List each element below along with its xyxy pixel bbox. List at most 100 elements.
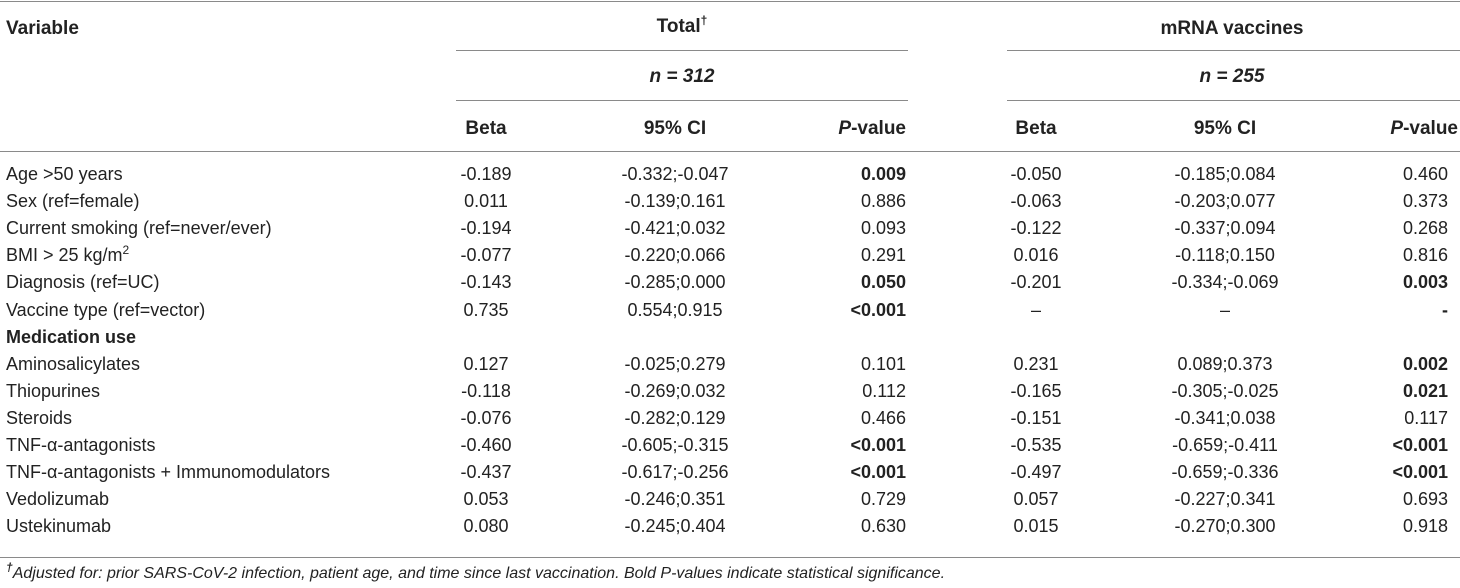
- group-rule-total-2: [456, 100, 908, 101]
- cell-beta-mrna: -0.050: [1010, 164, 1062, 184]
- cell-ci-mrna: -0.659;-0.411: [1172, 435, 1278, 455]
- col-ci-total: 95% CI: [643, 118, 707, 139]
- cell-p-total: <0.001: [850, 435, 906, 455]
- row-label: TNF-α-antagonists: [6, 435, 156, 455]
- cell-ci-mrna: -0.659;-0.336: [1171, 462, 1279, 482]
- cell-beta-mrna: -0.063: [1010, 191, 1062, 211]
- row-label-superscript: 2: [122, 243, 130, 257]
- row-label: Ustekinumab: [6, 516, 112, 536]
- cell-beta-mrna: -0.497: [1010, 462, 1062, 482]
- cell-p-mrna: 0.373: [1402, 191, 1448, 211]
- cell-p-mrna: 0.002: [1402, 354, 1448, 374]
- cell-ci-mrna: -0.334;-0.069: [1171, 272, 1279, 292]
- cell-beta-total: -0.118: [461, 381, 511, 401]
- col-p-mrna: P-value: [1390, 118, 1458, 139]
- cell-beta-total: -0.076: [460, 408, 512, 428]
- n-label-mrna: n = 255: [1199, 66, 1265, 87]
- cell-p-total: 0.466: [860, 408, 906, 428]
- cell-p-total: 0.101: [860, 354, 906, 374]
- group-title-mrna: mRNA vaccines: [1160, 18, 1304, 39]
- cell-ci-mrna: -0.203;0.077: [1174, 191, 1276, 211]
- cell-p-total: <0.001: [850, 300, 906, 320]
- cell-p-total: 0.886: [860, 191, 906, 211]
- cell-ci-total: -0.421;0.032: [624, 218, 726, 238]
- group-rule-mrna-2: [1007, 100, 1460, 101]
- cell-ci-mrna: -0.305;-0.025: [1171, 381, 1279, 401]
- cell-ci-total: -0.269;0.032: [624, 381, 726, 401]
- cell-p-total: 0.009: [860, 164, 906, 184]
- cell-beta-total: -0.077: [460, 245, 512, 265]
- cell-p-mrna: <0.001: [1392, 435, 1448, 455]
- cell-p-total: 0.112: [862, 381, 906, 401]
- cell-p-mrna: 0.460: [1402, 164, 1448, 184]
- cell-p-mrna: 0.003: [1402, 272, 1448, 292]
- cell-p-total: 0.291: [860, 245, 906, 265]
- cell-beta-total: -0.143: [460, 272, 512, 292]
- col-ci-mrna: 95% CI: [1193, 118, 1257, 139]
- table-top-rule: [0, 1, 1460, 2]
- table-footnote: †Adjusted for: prior SARS-CoV-2 infectio…: [6, 562, 946, 582]
- cell-beta-mrna: –: [1030, 300, 1041, 320]
- n-label-total: n = 312: [649, 66, 715, 87]
- cell-beta-mrna: 0.015: [1013, 516, 1059, 536]
- row-label: Steroids: [6, 408, 73, 428]
- cell-ci-total: -0.246;0.351: [624, 489, 726, 509]
- cell-beta-mrna: 0.057: [1013, 489, 1059, 509]
- cell-beta-total: 0.127: [463, 354, 509, 374]
- cell-beta-total: 0.011: [464, 191, 508, 211]
- cell-ci-mrna: -0.337;0.094: [1174, 218, 1276, 238]
- cell-p-mrna: 0.117: [1404, 408, 1448, 428]
- cell-p-mrna: 0.816: [1402, 245, 1448, 265]
- cell-beta-total: 0.053: [463, 489, 509, 509]
- cell-p-total: 0.093: [860, 218, 906, 238]
- cell-ci-total: -0.605;-0.315: [621, 435, 729, 455]
- group-title-total-text: Total: [656, 16, 701, 37]
- cell-ci-total: -0.332;-0.047: [621, 164, 729, 184]
- header-bottom-rule: [0, 151, 1460, 152]
- row-label: Diagnosis (ref=UC): [6, 272, 160, 292]
- variable-header: Variable: [6, 18, 79, 39]
- cell-p-mrna: <0.001: [1392, 462, 1448, 482]
- cell-beta-total: 0.080: [463, 516, 509, 536]
- col-beta-mrna: Beta: [1015, 118, 1057, 139]
- cell-beta-mrna: 0.016: [1013, 245, 1059, 265]
- cell-p-mrna: 0.693: [1402, 489, 1448, 509]
- footnote-text: Adjusted for: prior SARS-CoV-2 infection…: [12, 565, 946, 582]
- cell-ci-total: 0.554;0.915: [627, 300, 723, 320]
- cell-ci-total: -0.285;0.000: [624, 272, 726, 292]
- row-label: BMI > 25 kg/m2: [6, 243, 130, 265]
- cell-ci-total: -0.025;0.279: [624, 354, 726, 374]
- cell-beta-mrna: -0.151: [1010, 408, 1062, 428]
- cell-ci-mrna: -0.341;0.038: [1174, 408, 1276, 428]
- cell-p-total: 0.729: [860, 489, 906, 509]
- cell-ci-total: -0.282;0.129: [624, 408, 726, 428]
- cell-p-mrna: 0.021: [1402, 381, 1448, 401]
- cell-p-total: 0.050: [860, 272, 906, 292]
- cell-beta-mrna: 0.231: [1013, 354, 1059, 374]
- group-title-total: Total†: [456, 13, 908, 37]
- cell-p-mrna: 0.918: [1402, 516, 1448, 536]
- cell-ci-total: -0.245;0.404: [624, 516, 726, 536]
- cell-p-total: 0.630: [860, 516, 906, 536]
- cell-p-total: <0.001: [850, 462, 906, 482]
- cell-beta-mrna: -0.122: [1010, 218, 1062, 238]
- cell-ci-mrna: -0.185;0.084: [1174, 164, 1276, 184]
- table-bottom-rule: [0, 557, 1460, 558]
- group-rule-total-1: [456, 50, 908, 51]
- row-label: Sex (ref=female): [6, 191, 140, 211]
- cell-ci-total: -0.617;-0.256: [621, 462, 729, 482]
- cell-ci-mrna: -0.270;0.300: [1174, 516, 1276, 536]
- cell-ci-mrna: -0.118;0.150: [1175, 245, 1275, 265]
- cell-ci-mrna: –: [1219, 300, 1230, 320]
- cell-beta-mrna: -0.165: [1010, 381, 1062, 401]
- row-label: Vaccine type (ref=vector): [6, 300, 206, 320]
- cell-ci-mrna: -0.227;0.341: [1174, 489, 1276, 509]
- cell-beta-total: 0.735: [463, 300, 509, 320]
- row-label: Thiopurines: [6, 381, 101, 401]
- dagger-mark: †: [700, 13, 708, 28]
- row-label: Current smoking (ref=never/ever): [6, 218, 272, 238]
- col-p-total: P-value: [838, 118, 906, 139]
- col-beta-total: Beta: [465, 118, 507, 139]
- row-label: Vedolizumab: [6, 489, 110, 509]
- cell-beta-total: -0.460: [460, 435, 512, 455]
